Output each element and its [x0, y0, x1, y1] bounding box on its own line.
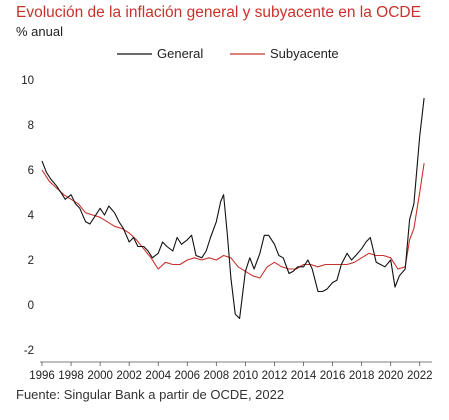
x-tick-label: 2004 — [145, 370, 171, 382]
y-tick-label: 10 — [21, 75, 34, 87]
source-note: Fuente: Singular Bank a partir de OCDE, … — [16, 387, 285, 402]
y-tick-label: 2 — [28, 255, 34, 267]
x-tick-label: 2014 — [291, 370, 317, 382]
x-tick-label: 2016 — [320, 370, 346, 382]
y-tick-label: 4 — [28, 210, 35, 222]
series-line-subyacente — [41, 163, 425, 279]
chart-title: Evolución de la inflación general y suby… — [16, 4, 421, 21]
x-tick-label: 2020 — [378, 370, 404, 382]
x-tick-label: 2002 — [116, 370, 142, 382]
x-tick-label: 2006 — [174, 370, 200, 382]
x-tick-label: 2018 — [349, 370, 375, 382]
x-tick-label: 2012 — [262, 370, 288, 382]
series-line-general — [41, 97, 425, 320]
y-tick-label: 0 — [28, 300, 34, 312]
legend-label-subyacente: Subyacente — [270, 46, 339, 61]
x-tick-label: 2010 — [233, 370, 259, 382]
y-tick-label: 8 — [28, 120, 34, 132]
y-tick-label: -2 — [24, 345, 34, 357]
y-unit-label: % anual — [16, 24, 63, 39]
x-tick-label: 1996 — [29, 370, 55, 382]
x-tick-label: 1998 — [58, 370, 84, 382]
x-tick-label: 2000 — [87, 370, 113, 382]
x-axis: 1996 1998 2000 2002 2004 2006 2008 2010 2012 2014… — [29, 362, 433, 382]
x-tick-label: 2022 — [407, 370, 433, 382]
y-axis: -2 0 2 4 6 8 10 — [21, 75, 34, 357]
x-tick-label: 2008 — [204, 370, 230, 382]
legend: General Subyacente — [117, 46, 339, 61]
plot-area — [41, 97, 425, 320]
y-tick-label: 6 — [28, 165, 34, 177]
legend-label-general: General — [157, 46, 203, 61]
